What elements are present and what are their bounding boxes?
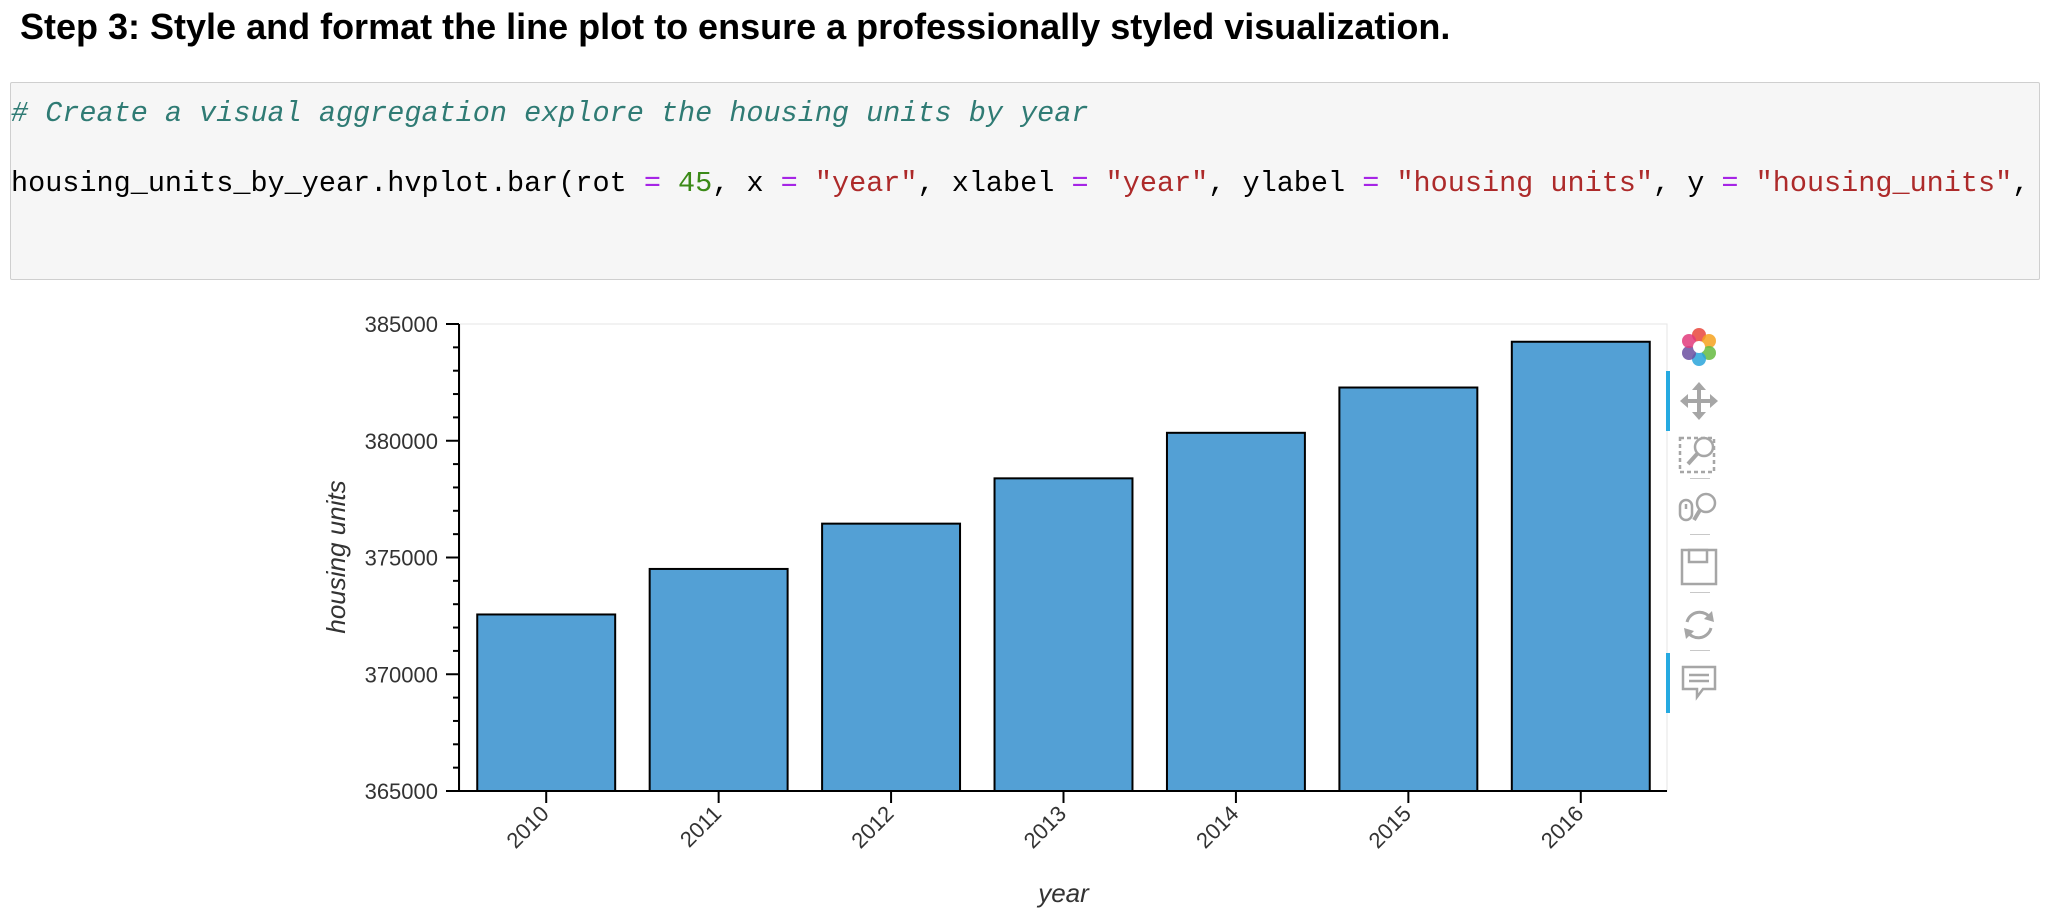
active-tool-indicator — [1666, 653, 1670, 713]
code-token: , x — [712, 167, 781, 200]
active-tool-indicator — [1666, 371, 1670, 431]
y-tick-label: 380000 — [365, 429, 438, 454]
y-tick-label: 385000 — [365, 312, 438, 337]
hover-icon — [1679, 663, 1719, 703]
code-token: , xlabel — [917, 167, 1072, 200]
code-token: = — [1362, 167, 1380, 200]
y-axis-title: housing units — [321, 480, 351, 633]
code-token: = — [1071, 167, 1089, 200]
bokeh-logo-icon — [1678, 326, 1720, 368]
wheel-zoom-tool[interactable] — [1676, 486, 1722, 532]
code-token: "housing_units" — [1755, 167, 2013, 200]
x-tick-label: 2011 — [675, 801, 726, 852]
bar — [821, 522, 962, 793]
code-call-line: housing_units_by_year.hvplot.bar(rot = 4… — [11, 167, 2039, 200]
pan-tool[interactable] — [1676, 378, 1722, 424]
code-token: , y — [2012, 167, 2030, 200]
code-token: "housing units" — [1396, 167, 1653, 200]
bar — [1510, 340, 1651, 792]
bar — [1165, 431, 1306, 792]
code-token: = — [780, 167, 798, 200]
y-tick-label: 365000 — [365, 779, 438, 804]
wheel-zoom-icon — [1678, 488, 1720, 530]
bar — [993, 477, 1134, 792]
save-icon — [1679, 547, 1719, 587]
save-tool[interactable] — [1676, 544, 1722, 590]
toolbar-separator — [1690, 534, 1710, 535]
code-token: = — [1721, 167, 1739, 200]
x-tick-label: 2012 — [846, 801, 898, 853]
code-comment-line: # Create a visual aggregation explore th… — [11, 97, 1089, 130]
code-token: = — [643, 167, 661, 200]
code-token: "year" — [814, 167, 918, 200]
code-token: "year" — [1105, 167, 1209, 200]
pan-icon — [1679, 381, 1719, 421]
bar — [1338, 386, 1479, 792]
x-tick-label: 2013 — [1019, 801, 1071, 853]
y-tick-label: 375000 — [365, 546, 438, 571]
toolbar-separator — [1690, 478, 1710, 479]
code-token: , ylabel — [1208, 167, 1363, 200]
code-token: 45 — [678, 167, 713, 200]
bar — [476, 613, 617, 792]
plot-toolbar — [1666, 318, 1736, 758]
box-zoom-tool[interactable] — [1676, 430, 1722, 476]
hover-tool[interactable] — [1676, 660, 1722, 706]
x-tick-label: 2015 — [1364, 801, 1416, 853]
bokeh-logo[interactable] — [1676, 324, 1722, 370]
box-zoom-icon — [1678, 432, 1720, 474]
x-tick-label: 2016 — [1536, 801, 1588, 853]
x-tick-label: 2010 — [501, 801, 553, 853]
step-heading: Step 3: Style and format the line plot t… — [20, 6, 1451, 47]
x-tick-label: 2014 — [1191, 801, 1243, 853]
y-tick-label: 370000 — [365, 662, 438, 687]
code-token: , y — [1653, 167, 1722, 200]
reset-icon — [1679, 605, 1719, 645]
code-token: housing_units_by_year.hvplot.bar(rot — [11, 167, 644, 200]
reset-tool[interactable] — [1676, 602, 1722, 648]
bar — [648, 567, 789, 793]
toolbar-separator — [1690, 650, 1710, 651]
toolbar-separator — [1690, 592, 1710, 593]
code-cell[interactable]: # Create a visual aggregation explore th… — [10, 82, 2040, 280]
x-axis-title: year — [1036, 878, 1090, 908]
